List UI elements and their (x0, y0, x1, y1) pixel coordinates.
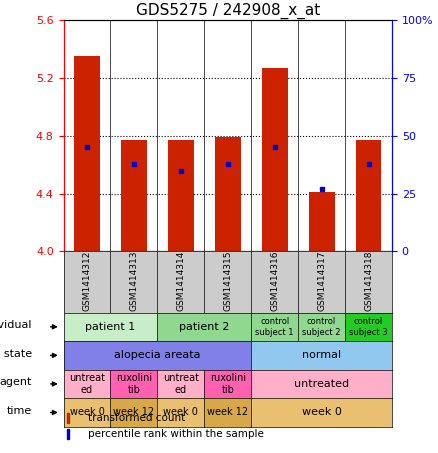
Bar (309, 192, 335, 251)
Bar (168, 140, 194, 251)
Text: week 0: week 0 (70, 407, 104, 418)
Bar (215, 137, 240, 251)
Text: GSM1414315: GSM1414315 (223, 251, 232, 311)
Text: disease state: disease state (0, 349, 32, 359)
Text: untreat
ed: untreat ed (69, 373, 105, 395)
Bar (67, 413, 69, 423)
Text: transformed count: transformed count (88, 413, 185, 423)
Text: GSM1414313: GSM1414313 (129, 251, 138, 311)
Text: GSM1414317: GSM1414317 (317, 251, 326, 311)
Text: patient 1: patient 1 (85, 322, 136, 332)
Bar (67, 429, 69, 439)
Text: GSM1414312: GSM1414312 (82, 251, 92, 311)
Text: control
subject 2: control subject 2 (302, 317, 341, 337)
Text: percentile rank within the sample: percentile rank within the sample (88, 429, 264, 439)
Title: GDS5275 / 242908_x_at: GDS5275 / 242908_x_at (136, 3, 320, 19)
Text: GSM1414314: GSM1414314 (177, 251, 185, 311)
Bar (356, 140, 381, 251)
Text: week 0: week 0 (302, 407, 342, 418)
Bar (74, 57, 100, 251)
Text: week 0: week 0 (163, 407, 198, 418)
Bar (121, 140, 147, 251)
Text: week 12: week 12 (113, 407, 155, 418)
Text: GSM1414316: GSM1414316 (270, 251, 279, 311)
Text: ruxolini
tib: ruxolini tib (210, 373, 246, 395)
Text: alopecia areata: alopecia areata (114, 350, 201, 361)
Text: ruxolini
tib: ruxolini tib (116, 373, 152, 395)
Text: time: time (7, 406, 32, 416)
Text: control
subject 3: control subject 3 (349, 317, 388, 337)
Text: GSM1414318: GSM1414318 (364, 251, 373, 311)
Text: control
subject 1: control subject 1 (255, 317, 294, 337)
Text: patient 2: patient 2 (179, 322, 230, 332)
Text: week 12: week 12 (207, 407, 248, 418)
Text: untreated: untreated (294, 379, 349, 389)
Text: agent: agent (0, 377, 32, 387)
Text: normal: normal (302, 350, 341, 361)
Text: untreat
ed: untreat ed (163, 373, 199, 395)
Bar (262, 68, 288, 251)
Text: individual: individual (0, 320, 32, 330)
